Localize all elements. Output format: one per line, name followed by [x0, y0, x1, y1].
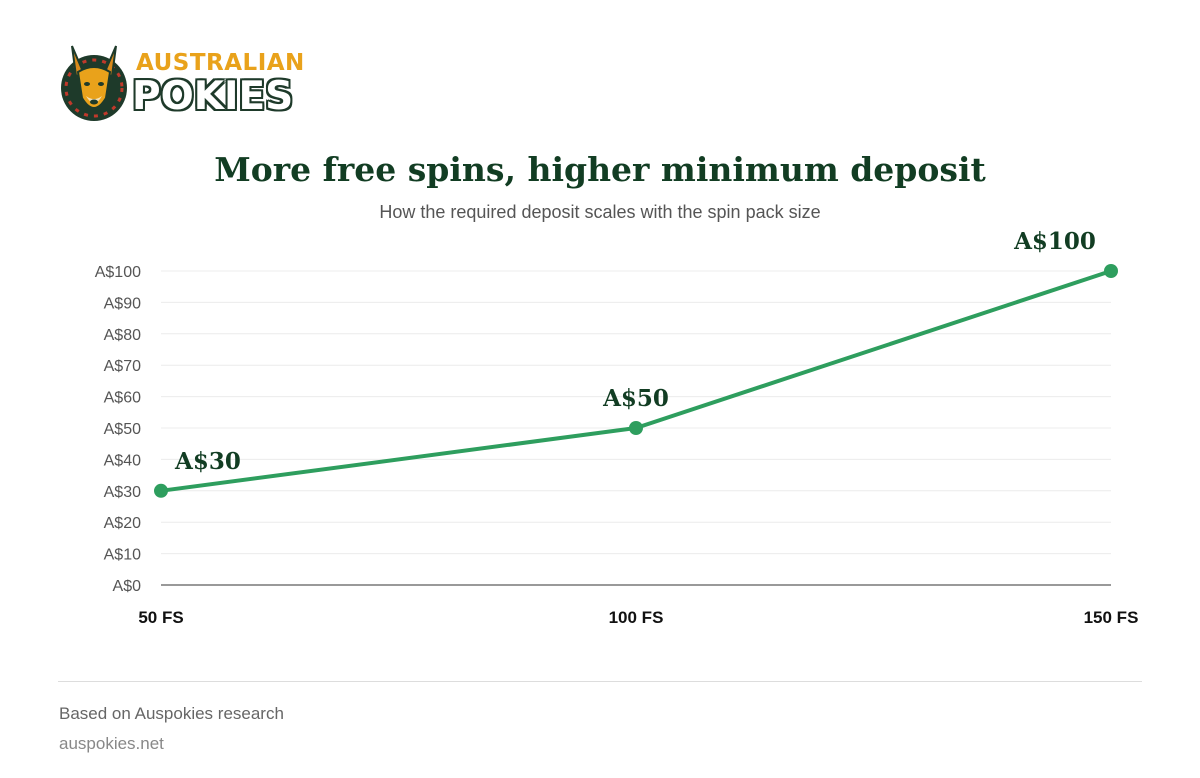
y-tick-label: A$90 — [104, 295, 141, 312]
data-label: A$100 — [1013, 228, 1096, 255]
y-tick-label: A$10 — [104, 547, 141, 564]
chart-subtitle: How the required deposit scales with the… — [379, 202, 821, 222]
y-tick-label: A$80 — [104, 327, 141, 344]
data-point — [1104, 264, 1118, 278]
y-tick-label: A$70 — [104, 358, 141, 375]
brand-line1: AUSTRALIAN — [136, 50, 305, 76]
y-tick-label: A$60 — [104, 390, 141, 407]
chart-title: More free spins, higher minimum deposit — [214, 150, 986, 189]
source-note: Based on Auspokies research — [59, 704, 284, 723]
footer-divider — [58, 681, 1142, 682]
y-tick-label: A$20 — [104, 515, 141, 532]
data-point — [154, 483, 168, 498]
y-tick-label: A$100 — [95, 264, 141, 281]
x-tick-label: 50 FS — [138, 608, 183, 627]
data-label: A$50 — [602, 385, 669, 412]
kangaroo-icon — [61, 45, 127, 121]
y-tick-label: A$50 — [104, 421, 141, 438]
y-tick-label: A$40 — [104, 452, 141, 469]
brand-line2: POKIES — [132, 74, 294, 119]
y-tick-label: A$30 — [104, 484, 141, 501]
series-line — [159, 269, 1113, 493]
data-label: A$30 — [174, 448, 241, 475]
x-tick-label: 100 FS — [609, 608, 664, 627]
brand-logo: AUSTRALIAN POKIES — [58, 40, 304, 126]
x-tick-label: 150 FS — [1084, 608, 1139, 627]
data-point — [629, 421, 643, 435]
y-tick-label: A$0 — [113, 578, 142, 595]
site-link[interactable]: auspokies.net — [59, 734, 164, 753]
